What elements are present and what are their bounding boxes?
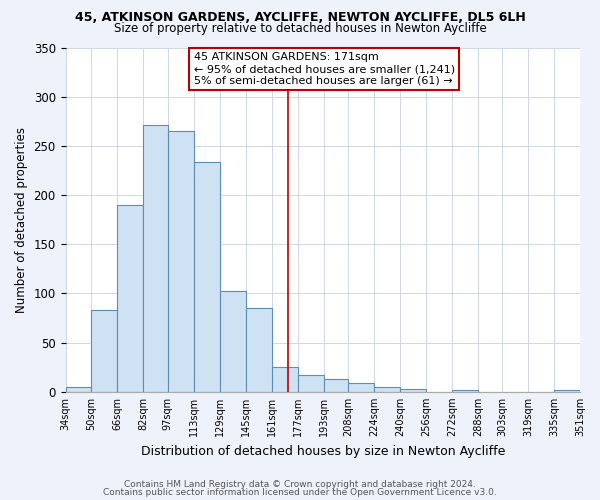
Text: 45, ATKINSON GARDENS, AYCLIFFE, NEWTON AYCLIFFE, DL5 6LH: 45, ATKINSON GARDENS, AYCLIFFE, NEWTON A…	[74, 11, 526, 24]
Bar	[220, 292, 245, 392]
Bar	[374, 387, 400, 392]
Text: Size of property relative to detached houses in Newton Aycliffe: Size of property relative to detached ho…	[113, 22, 487, 35]
Bar	[118, 205, 143, 392]
Bar	[348, 383, 374, 392]
Y-axis label: Number of detached properties: Number of detached properties	[15, 126, 28, 312]
Bar	[323, 379, 348, 392]
Bar	[452, 390, 478, 392]
Bar	[194, 162, 220, 392]
Text: Contains public sector information licensed under the Open Government Licence v3: Contains public sector information licen…	[103, 488, 497, 497]
Bar	[143, 125, 168, 392]
Bar	[168, 131, 194, 392]
Bar	[91, 310, 118, 392]
X-axis label: Distribution of detached houses by size in Newton Aycliffe: Distribution of detached houses by size …	[140, 444, 505, 458]
Bar	[272, 367, 298, 392]
Bar	[65, 387, 91, 392]
Text: Contains HM Land Registry data © Crown copyright and database right 2024.: Contains HM Land Registry data © Crown c…	[124, 480, 476, 489]
Bar	[554, 390, 580, 392]
Bar	[298, 375, 323, 392]
Text: 45 ATKINSON GARDENS: 171sqm
← 95% of detached houses are smaller (1,241)
5% of s: 45 ATKINSON GARDENS: 171sqm ← 95% of det…	[194, 52, 455, 86]
Bar	[400, 389, 426, 392]
Bar	[245, 308, 272, 392]
